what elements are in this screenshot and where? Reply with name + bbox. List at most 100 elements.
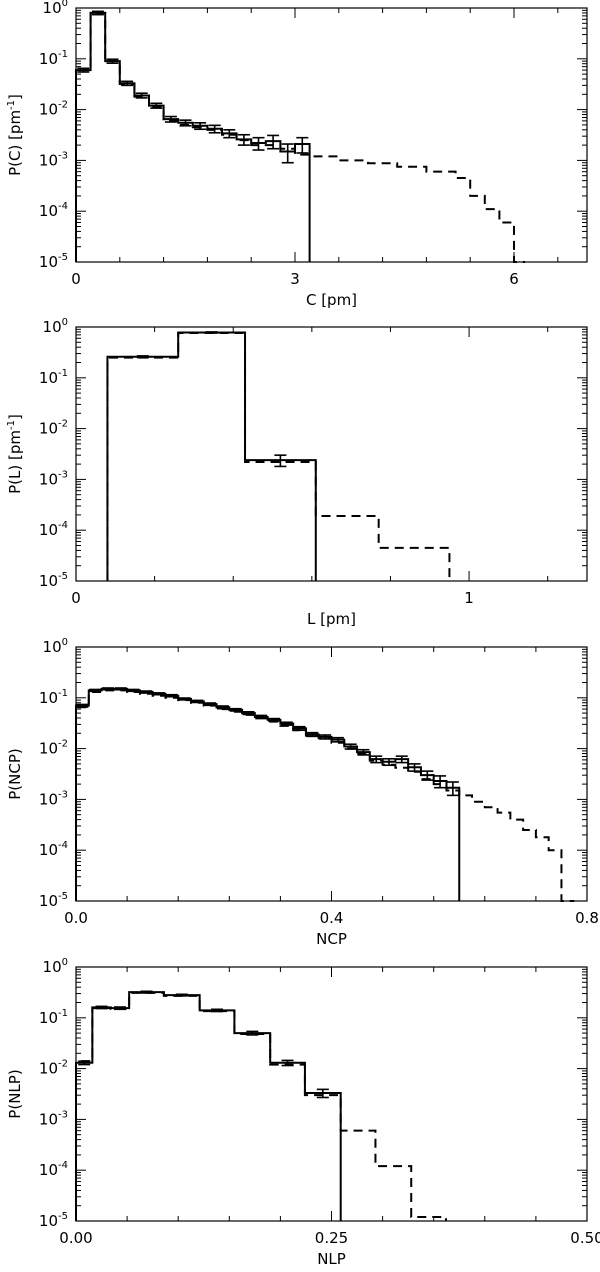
error-bar bbox=[344, 743, 357, 750]
x-axis-label: C [pm] bbox=[306, 291, 357, 309]
error-bar bbox=[101, 687, 114, 691]
error-bar bbox=[114, 687, 127, 691]
x-tick-label: 6 bbox=[509, 270, 519, 288]
error-bar bbox=[293, 725, 306, 732]
error-bar bbox=[77, 67, 90, 73]
error-bar bbox=[280, 721, 293, 726]
error-bar bbox=[229, 707, 242, 712]
error-bar bbox=[113, 1006, 126, 1011]
x-tick-label: 1 bbox=[464, 589, 474, 607]
error-bar bbox=[237, 133, 250, 146]
x-axis-label: NCP bbox=[316, 930, 347, 948]
dashed-histogram bbox=[106, 332, 451, 581]
error-bar bbox=[319, 734, 332, 740]
y-tick-label: 10-4 bbox=[39, 201, 68, 220]
y-tick-label: 10-4 bbox=[39, 520, 68, 539]
x-tick-label: 0.4 bbox=[320, 909, 344, 927]
error-bar bbox=[421, 770, 434, 781]
y-tick-label: 100 bbox=[43, 957, 68, 976]
y-tick-label: 100 bbox=[43, 0, 68, 17]
error-bar bbox=[89, 688, 102, 693]
plot-frame bbox=[75, 326, 588, 582]
x-tick-label: 0.00 bbox=[59, 1229, 92, 1247]
y-tick-label: 10-5 bbox=[39, 252, 68, 271]
error-bar bbox=[246, 1030, 259, 1036]
x-tick-label: 0.50 bbox=[570, 1229, 600, 1247]
solid-histogram bbox=[75, 687, 461, 901]
panel-3: 100 10-1 10-2 10-3 10-4 10-50.0 0.4 0.8 NCP P(NCP… bbox=[6, 637, 599, 948]
error-bar bbox=[357, 748, 370, 756]
error-bar bbox=[106, 58, 119, 64]
error-bar bbox=[267, 134, 280, 150]
error-bar bbox=[446, 781, 459, 797]
error-bar bbox=[370, 755, 383, 764]
error-bar bbox=[268, 717, 281, 722]
y-tick-label: 10-5 bbox=[39, 1211, 68, 1230]
error-bar bbox=[179, 119, 192, 127]
x-tick-label: 0 bbox=[71, 589, 81, 607]
error-bar bbox=[76, 703, 89, 708]
error-bar bbox=[434, 775, 447, 789]
panel-1: 100 10-1 10-2 10-3 10-4 10-50 3 6 C [pm] P(C) [pm… bbox=[6, 0, 588, 309]
y-tick-label: 10-5 bbox=[39, 891, 68, 910]
error-bar bbox=[140, 990, 153, 994]
y-tick-label: 10-3 bbox=[39, 150, 68, 169]
y-axis-label: P(NCP) bbox=[6, 748, 24, 800]
y-tick-label: 10-2 bbox=[39, 419, 68, 438]
plot-frame bbox=[75, 646, 588, 902]
error-bar bbox=[216, 705, 229, 710]
error-bar bbox=[255, 714, 268, 720]
error-bar bbox=[95, 1005, 108, 1010]
x-tick-label: 0.8 bbox=[575, 909, 599, 927]
error-bar bbox=[395, 755, 408, 764]
error-bar bbox=[127, 688, 140, 693]
solid-histogram bbox=[75, 11, 311, 262]
x-tick-label: 0.25 bbox=[315, 1229, 348, 1247]
x-axis-label: NLP bbox=[317, 1250, 346, 1268]
error-bar bbox=[281, 143, 294, 164]
x-tick-label: 0.0 bbox=[64, 909, 88, 927]
error-bar bbox=[223, 129, 236, 139]
plot-frame bbox=[75, 7, 588, 263]
y-tick-label: 10-2 bbox=[39, 1059, 68, 1078]
y-tick-label: 10-4 bbox=[39, 1160, 68, 1179]
dashed-histogram bbox=[75, 991, 447, 1221]
error-bar bbox=[153, 692, 166, 696]
y-tick-label: 100 bbox=[43, 317, 68, 336]
dashed-histogram bbox=[75, 689, 575, 902]
y-tick-label: 10-3 bbox=[39, 469, 68, 488]
error-bar bbox=[316, 1088, 329, 1099]
y-tick-label: 10-2 bbox=[39, 100, 68, 119]
y-tick-label: 10-5 bbox=[39, 571, 68, 590]
y-tick-label: 10-1 bbox=[39, 49, 68, 68]
error-bar bbox=[178, 697, 191, 701]
error-bar bbox=[175, 993, 188, 997]
error-bar bbox=[135, 92, 148, 99]
x-axis-label: L [pm] bbox=[307, 610, 356, 628]
y-tick-label: 10-1 bbox=[39, 1008, 68, 1027]
y-axis-label: P(C) [pm-1] bbox=[6, 94, 24, 176]
error-bar bbox=[296, 136, 309, 154]
error-bar bbox=[274, 454, 287, 468]
error-bar bbox=[136, 355, 149, 359]
error-bar bbox=[140, 690, 153, 694]
y-axis-label: P(NLP) bbox=[6, 1069, 24, 1118]
error-bar bbox=[205, 331, 218, 334]
error-bar bbox=[281, 1059, 294, 1067]
error-bar bbox=[208, 124, 221, 134]
error-bar bbox=[165, 693, 178, 698]
y-tick-label: 10-3 bbox=[39, 1109, 68, 1128]
y-tick-label: 10-1 bbox=[39, 368, 68, 387]
error-bar bbox=[211, 1008, 224, 1013]
panel-2: 100 10-1 10-2 10-3 10-4 10-50 1 L [pm] P(L) [pm-… bbox=[6, 317, 588, 628]
y-axis-label: P(L) [pm-1] bbox=[6, 414, 24, 494]
solid-histogram bbox=[75, 991, 342, 1221]
error-bar bbox=[331, 736, 344, 743]
y-tick-label: 10-3 bbox=[39, 789, 68, 808]
error-bar bbox=[78, 1060, 91, 1066]
error-bar bbox=[242, 711, 255, 716]
panel-4: 100 10-1 10-2 10-3 10-4 10-50.00 0.25 0.50 NLP P(… bbox=[6, 957, 600, 1268]
error-bar bbox=[408, 763, 421, 772]
error-bar bbox=[194, 121, 207, 131]
